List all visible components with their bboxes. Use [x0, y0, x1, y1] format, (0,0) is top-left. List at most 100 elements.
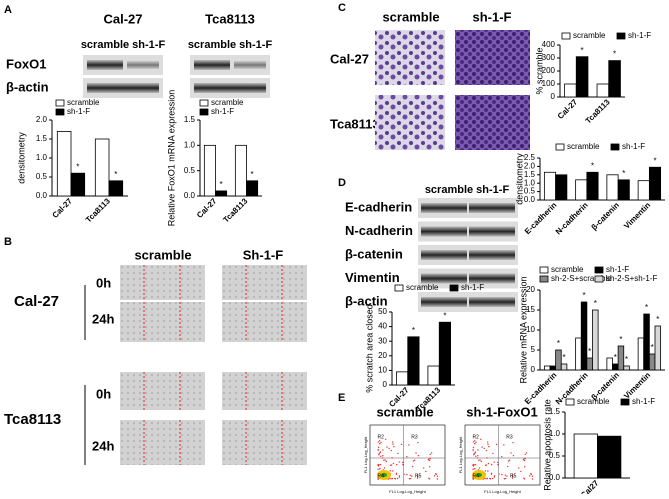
event	[390, 449, 392, 452]
micrograph	[222, 420, 307, 465]
significance: *	[651, 343, 654, 352]
micrograph	[375, 30, 445, 85]
flow-axis-label: FL1 Log-Log_Height	[363, 436, 368, 473]
event	[412, 460, 415, 462]
event	[381, 457, 384, 459]
event	[503, 444, 505, 446]
y-tick-label: 1.0	[184, 140, 196, 149]
event	[487, 462, 490, 465]
significance: *	[412, 326, 415, 335]
event	[435, 472, 437, 475]
event	[395, 463, 398, 466]
event	[481, 446, 483, 448]
bar	[575, 56, 589, 98]
y-tick-label: 0.5	[524, 187, 536, 196]
event	[472, 449, 474, 451]
event	[479, 459, 481, 461]
event	[411, 475, 413, 477]
row-label: 24h	[92, 438, 114, 453]
event	[396, 477, 399, 480]
bar	[648, 353, 656, 371]
protein-label: FoxO1	[6, 56, 46, 71]
panel-letter: A	[4, 4, 12, 16]
event	[378, 453, 380, 455]
bar	[586, 171, 599, 201]
event	[478, 459, 480, 461]
event	[409, 474, 412, 476]
event	[388, 447, 390, 450]
event	[436, 475, 439, 478]
y-tick-label: 0.0	[524, 195, 536, 204]
legend-swatch	[620, 398, 630, 406]
bar	[573, 433, 598, 479]
quadrant-label: R5	[415, 473, 422, 479]
panel-letter: D	[338, 177, 346, 189]
event	[523, 478, 526, 480]
y-tick-label: 0	[551, 92, 556, 101]
event	[518, 467, 520, 469]
significance: *	[583, 291, 586, 300]
protein-label: β-catenin	[345, 246, 403, 261]
event	[416, 474, 419, 476]
bar	[555, 174, 568, 201]
event	[383, 467, 386, 469]
event	[398, 475, 401, 477]
event	[377, 478, 380, 480]
y-tick-label: 15	[526, 305, 535, 314]
event	[417, 441, 419, 444]
significance: *	[656, 315, 659, 324]
event	[389, 470, 392, 472]
bar	[637, 180, 650, 201]
bar	[592, 309, 599, 371]
lane-label: scramble sh-1-F	[81, 39, 166, 51]
event	[384, 438, 387, 440]
event	[504, 477, 507, 480]
event	[530, 472, 532, 475]
event-density	[381, 473, 387, 477]
y-axis-label: % scramble	[534, 47, 544, 94]
legend-label: scramble	[567, 142, 600, 151]
event	[380, 441, 382, 444]
y-tick-label: 0.5	[549, 451, 561, 460]
event	[394, 477, 396, 480]
significance: *	[220, 180, 223, 189]
column-label: scramble	[376, 404, 433, 419]
x-tick-label: N-cadherin	[554, 200, 590, 236]
x-tick-label: Cal-27	[51, 196, 75, 220]
event	[511, 474, 514, 476]
x-tick-label: Tca8113	[84, 196, 112, 224]
event	[380, 455, 382, 458]
bar	[543, 365, 551, 371]
panel-b: B scramble Sh-1-F 0h 24h 0h 24h Cal-27 T…	[4, 236, 307, 465]
event	[408, 478, 411, 480]
bar	[427, 365, 440, 386]
event	[496, 461, 499, 464]
significance: *	[76, 162, 79, 171]
event	[490, 473, 493, 475]
event	[398, 476, 401, 478]
cell-line: Tca8113	[4, 411, 61, 428]
quadrant-label: R3	[506, 434, 513, 440]
event	[477, 449, 479, 451]
y-tick-label: 1.5	[524, 170, 536, 179]
event	[377, 468, 379, 470]
event	[483, 447, 485, 450]
bar	[617, 345, 625, 371]
event	[409, 477, 412, 480]
event	[406, 456, 408, 458]
event	[382, 449, 384, 451]
event	[525, 452, 528, 454]
blots: E-cadherin N-cadherin β-catenin Vimentin β-a…	[345, 198, 518, 312]
bar	[94, 138, 110, 197]
protein-label: E-cadherin	[345, 199, 412, 214]
row-label: 0h	[96, 275, 111, 290]
bar	[438, 321, 451, 386]
event	[487, 470, 489, 472]
significance: *	[588, 347, 591, 356]
legend-label: sh-1-F	[632, 397, 655, 406]
micrograph	[222, 372, 307, 410]
y-tick-label: 1.0	[549, 429, 561, 438]
bar	[617, 179, 630, 201]
event	[385, 460, 388, 463]
event	[480, 460, 483, 463]
